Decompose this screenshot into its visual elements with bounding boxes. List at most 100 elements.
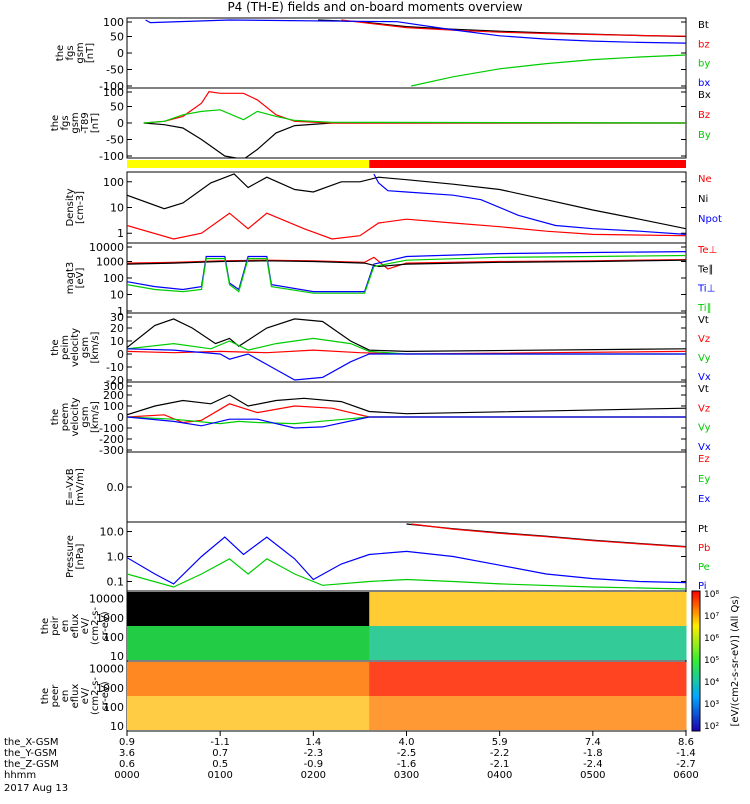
- x-axis-value: 0.9: [119, 737, 135, 748]
- spectrogram-cell: [192, 626, 203, 660]
- spectrogram-cell: [173, 662, 184, 696]
- y-tick-label: 10000: [89, 663, 124, 676]
- spectrogram-cell: [592, 696, 603, 730]
- spectrogram-cell: [378, 592, 389, 626]
- y-tick-label: 1.0: [107, 551, 125, 564]
- spectrogram-cell: [266, 626, 277, 660]
- spectrogram-cell: [611, 626, 622, 660]
- spectrogram-cell: [518, 696, 529, 730]
- x-axis-row-name: the_X-GSM: [4, 737, 58, 748]
- spectrogram-cell: [583, 696, 594, 730]
- series-line-Vt: [127, 318, 686, 353]
- y-tick-label: 10000: [89, 241, 124, 254]
- spectrogram-cell: [527, 592, 538, 626]
- spectrogram-cell: [322, 696, 333, 730]
- spectrogram-cell: [220, 662, 230, 696]
- spectrogram-cell: [667, 696, 678, 730]
- legend-entry: bx: [698, 78, 710, 89]
- colorbar-tick: 10⁶: [704, 634, 719, 644]
- spectrogram-cell: [518, 626, 529, 660]
- y-tick-label: -100: [99, 80, 124, 93]
- spectrogram-cell: [471, 592, 482, 626]
- legend-entry: Vy: [698, 423, 711, 434]
- legend-entry: Ti⊥: [697, 284, 715, 295]
- spectrogram-cell: [676, 662, 687, 696]
- series-line-Vt: [127, 394, 686, 416]
- spectrogram-cell: [555, 592, 566, 626]
- panel-frame: [126, 242, 687, 314]
- x-axis-value: -2.7: [676, 759, 696, 770]
- legend-entry: Bx: [698, 90, 711, 101]
- series-line-Pe: [127, 558, 686, 590]
- spectrogram-cell: [527, 626, 538, 660]
- spectrogram-cell: [406, 592, 417, 626]
- y-axis-label-line: eV/: [80, 617, 91, 634]
- y-axis-label-line: the: [50, 115, 61, 131]
- spectrogram-cell: [499, 626, 510, 660]
- y-axis-label-line: velocity: [70, 328, 81, 367]
- y-axis-label-line: gsm: [70, 112, 81, 133]
- y-tick-label: 1000: [96, 612, 124, 625]
- spectrogram-cell: [304, 662, 314, 696]
- spectrogram-cell: [378, 696, 389, 730]
- y-axis-label-line: en: [60, 690, 71, 703]
- x-axis-value: 3.6: [119, 748, 135, 759]
- y-axis-label-line: [eV]: [75, 268, 86, 289]
- x-axis-row-name: the_Z-GSM: [4, 759, 59, 770]
- spectrogram-cell: [182, 662, 193, 696]
- y-tick-label: 20: [110, 322, 124, 335]
- spectrogram-cell: [490, 662, 501, 696]
- series-line-Pi: [127, 536, 686, 585]
- y-tick-label: 100: [103, 272, 124, 285]
- y-axis-label-line: en: [60, 620, 71, 633]
- x-axis-row-name: hhmm: [4, 770, 36, 781]
- spectrogram-cell: [248, 662, 258, 696]
- spectrogram-cell: [630, 626, 640, 660]
- spectrogram-cell: [490, 696, 501, 730]
- spectrogram-cell: [294, 592, 305, 626]
- spectrogram-cell: [229, 662, 240, 696]
- colorbar-tick: 10⁸: [704, 590, 719, 600]
- spectrogram-cell: [192, 662, 203, 696]
- spectrogram-cell: [201, 592, 212, 626]
- colorbar-scale: [691, 590, 701, 732]
- y-axis-label-line: peir: [50, 615, 61, 635]
- spectrogram-cell: [127, 592, 137, 626]
- x-axis-value: -2.3: [304, 748, 324, 759]
- spectrogram-cell: [630, 592, 640, 626]
- spectrogram-cell: [164, 662, 175, 696]
- spectrogram-cell: [481, 696, 491, 730]
- spectrogram-cell: [387, 662, 398, 696]
- panel-peer_spec: 10000 1000 100 10 the peer en eflux eV/(cm2-s-sr…: [40, 660, 687, 733]
- spectrogram-cell: [136, 696, 147, 730]
- spectrogram-cell: [201, 696, 212, 730]
- spectrogram-cell: [658, 592, 668, 626]
- y-axis-label-line: eV/: [80, 687, 91, 704]
- spectrogram-cell: [406, 626, 417, 660]
- spectrogram-cell: [406, 696, 417, 730]
- x-axis-value: 0.7: [212, 748, 228, 759]
- x-axis-value: 4.0: [399, 737, 415, 748]
- y-tick-label: 50: [110, 101, 124, 114]
- y-tick-label: 50: [110, 31, 124, 44]
- spectrogram-cell: [443, 592, 454, 626]
- spectrogram-cell: [611, 696, 622, 730]
- panel-temperature: 10000 1000 100 10 1 magt3 [eV] Te⊥ Te∥ Ti⊥ Ti∥: [65, 241, 717, 318]
- spectrogram-cell: [620, 592, 631, 626]
- y-axis-label-line: fgs: [60, 115, 71, 130]
- spectrogram-cell: [145, 592, 156, 626]
- y-tick-label: 0.1: [107, 575, 125, 588]
- spectrogram-cell: [648, 626, 659, 660]
- x-axis-value: -2.4: [583, 759, 603, 770]
- spectrogram-cell: [257, 592, 268, 626]
- spectrogram-cell: [210, 662, 221, 696]
- y-tick-label: 100: [103, 176, 124, 189]
- spectrogram-cell: [313, 662, 324, 696]
- spectrogram-cell: [564, 626, 575, 660]
- y-tick-label: 200: [103, 389, 124, 402]
- legend-entry: Te⊥: [697, 245, 717, 256]
- spectrogram-cell: [294, 626, 305, 660]
- y-axis-label-line: gsm: [80, 337, 91, 358]
- x-axis-value: 8.6: [678, 737, 694, 748]
